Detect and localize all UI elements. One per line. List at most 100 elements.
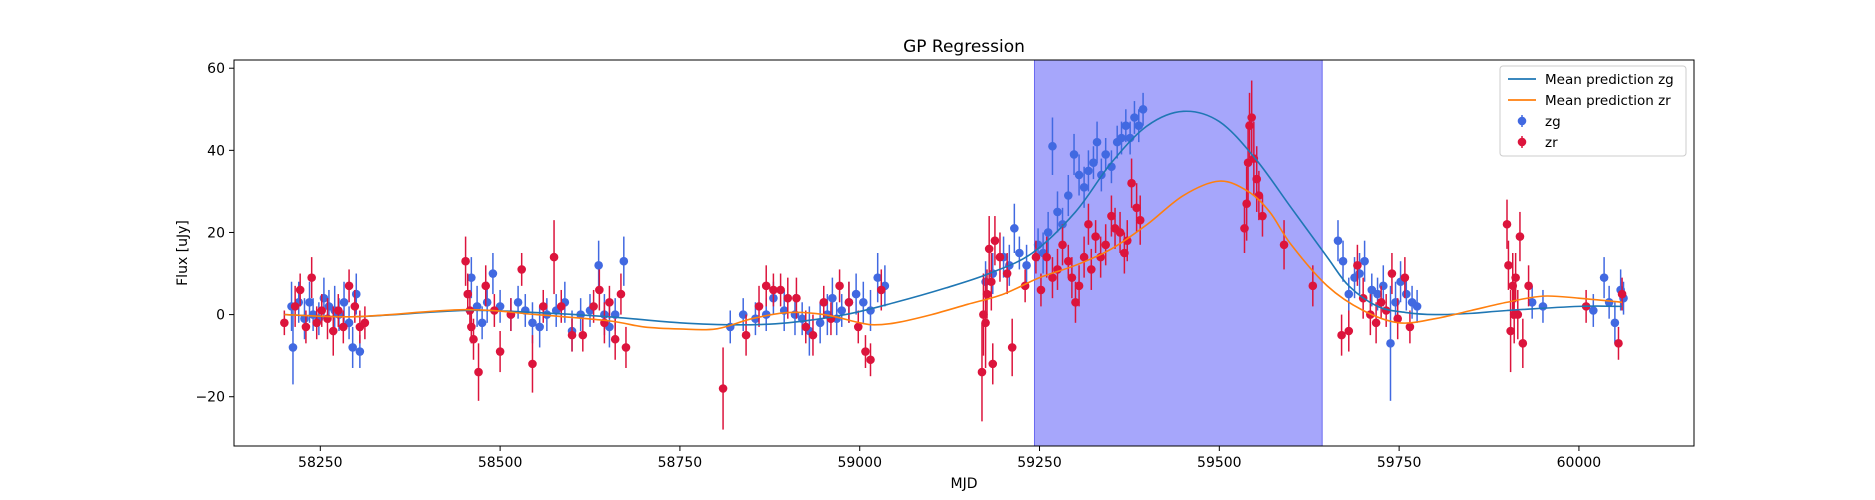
series-zr [280,80,1627,430]
data-point-zr [307,273,316,282]
data-point-zr [1067,273,1077,282]
data-point-zg [1048,141,1057,151]
data-point-zg [1101,150,1110,159]
data-point-zr [995,252,1005,262]
data-point-zg [619,256,629,266]
data-point-zr [982,289,992,299]
data-point-zr [1101,240,1110,250]
data-point-zg [828,293,837,303]
data-point-zr [461,256,470,266]
data-point-zg [594,261,603,270]
mean-line-zg [284,110,1623,326]
data-point-zg [535,322,544,332]
data-point-zg [348,343,357,352]
data-point-zr [467,322,476,332]
data-point-zg [1084,166,1093,176]
chart-title: GP Regression [903,37,1025,57]
data-point-zr [595,285,604,295]
data-point-zr [1007,343,1017,352]
data-point-zr [481,281,491,291]
data-point-zr [718,384,728,393]
data-point-zg [851,289,861,299]
data-point-zr [528,359,537,369]
mean-prediction-lines-layer [284,110,1623,331]
data-point-zr [1393,314,1402,324]
data-point-zr [616,289,626,299]
x-axis-label: MJD [951,476,978,492]
data-point-zr [1515,232,1525,241]
data-point-zr [861,347,870,356]
data-point-zr [990,236,1000,245]
data-point-zg [1074,170,1084,180]
data-point-zr [1240,224,1249,233]
data-point-zr [1079,252,1089,262]
mean-line-zr [284,180,1623,331]
data-point-zg [1053,207,1062,217]
data-point-zr [578,330,588,340]
data-point-zg [837,306,847,315]
data-point-zg [1079,182,1089,192]
y-tick-label: 20 [207,225,225,241]
data-point-zr [1063,256,1073,266]
data-point-zr [1122,236,1132,245]
data-point-zg [873,273,882,282]
y-tick-label: 0 [216,308,225,324]
data-point-zr [1279,240,1289,250]
data-point-zr [754,302,764,311]
data-point-zr [1506,326,1515,336]
data-point-zg [1599,273,1609,282]
data-point-zr [1337,330,1346,340]
data-point-zg [305,297,314,307]
data-point-zg [339,297,349,307]
data-point-zg [1333,236,1343,245]
y-axis-label: Flux [uJy] [175,220,191,286]
data-point-zr [1127,178,1136,188]
data-point-zg [528,318,537,328]
data-point-zr [1344,326,1354,336]
data-point-zg [1391,297,1400,307]
y-axis: −20 0 20 40 60 [195,61,234,406]
data-point-zg [1121,121,1131,131]
data-point-zr [1042,252,1052,262]
data-point-zr [1036,285,1046,295]
legend-marker-zr [1517,137,1527,147]
data-point-zr [1387,269,1397,278]
data-point-zr [1252,174,1262,184]
data-point-zg [1089,158,1098,167]
data-point-zr [761,281,771,291]
data-point-zr [1048,273,1057,282]
data-point-zr [1513,310,1523,319]
data-point-zr [1107,211,1116,221]
data-point-zr [610,334,620,344]
data-point-zr [589,302,598,311]
data-point-zr [1617,289,1627,299]
data-point-zg [355,347,365,356]
x-tick-label: 58500 [478,455,523,471]
data-point-zr [844,297,854,307]
data-point-zr [333,306,343,315]
shaded-region-layer [1033,59,1323,447]
legend: Mean prediction zg Mean prediction zr zg zr [1499,65,1687,157]
data-point-zr [556,302,566,311]
data-point-zg [1610,318,1620,328]
legend-box [1499,65,1687,157]
data-point-zr [977,367,987,377]
data-point-zr [1245,121,1254,131]
data-point-zr [344,281,354,291]
data-point-zg [1355,269,1364,278]
data-point-zr [1308,281,1318,291]
data-point-zr [741,330,751,340]
y-tick-label: −20 [195,390,225,406]
data-point-zr [1115,228,1125,237]
data-point-zg [1538,302,1548,311]
x-tick-label: 59000 [837,455,882,471]
data-point-zg [1138,104,1148,114]
data-point-zr [1614,339,1623,348]
data-point-zg [472,302,482,311]
data-point-zr [1091,232,1100,241]
data-point-zr [1504,261,1513,270]
data-point-zr [280,318,289,328]
data-point-zr [1074,281,1084,291]
y-tick-label: 60 [207,61,225,77]
data-point-zr [866,355,875,365]
